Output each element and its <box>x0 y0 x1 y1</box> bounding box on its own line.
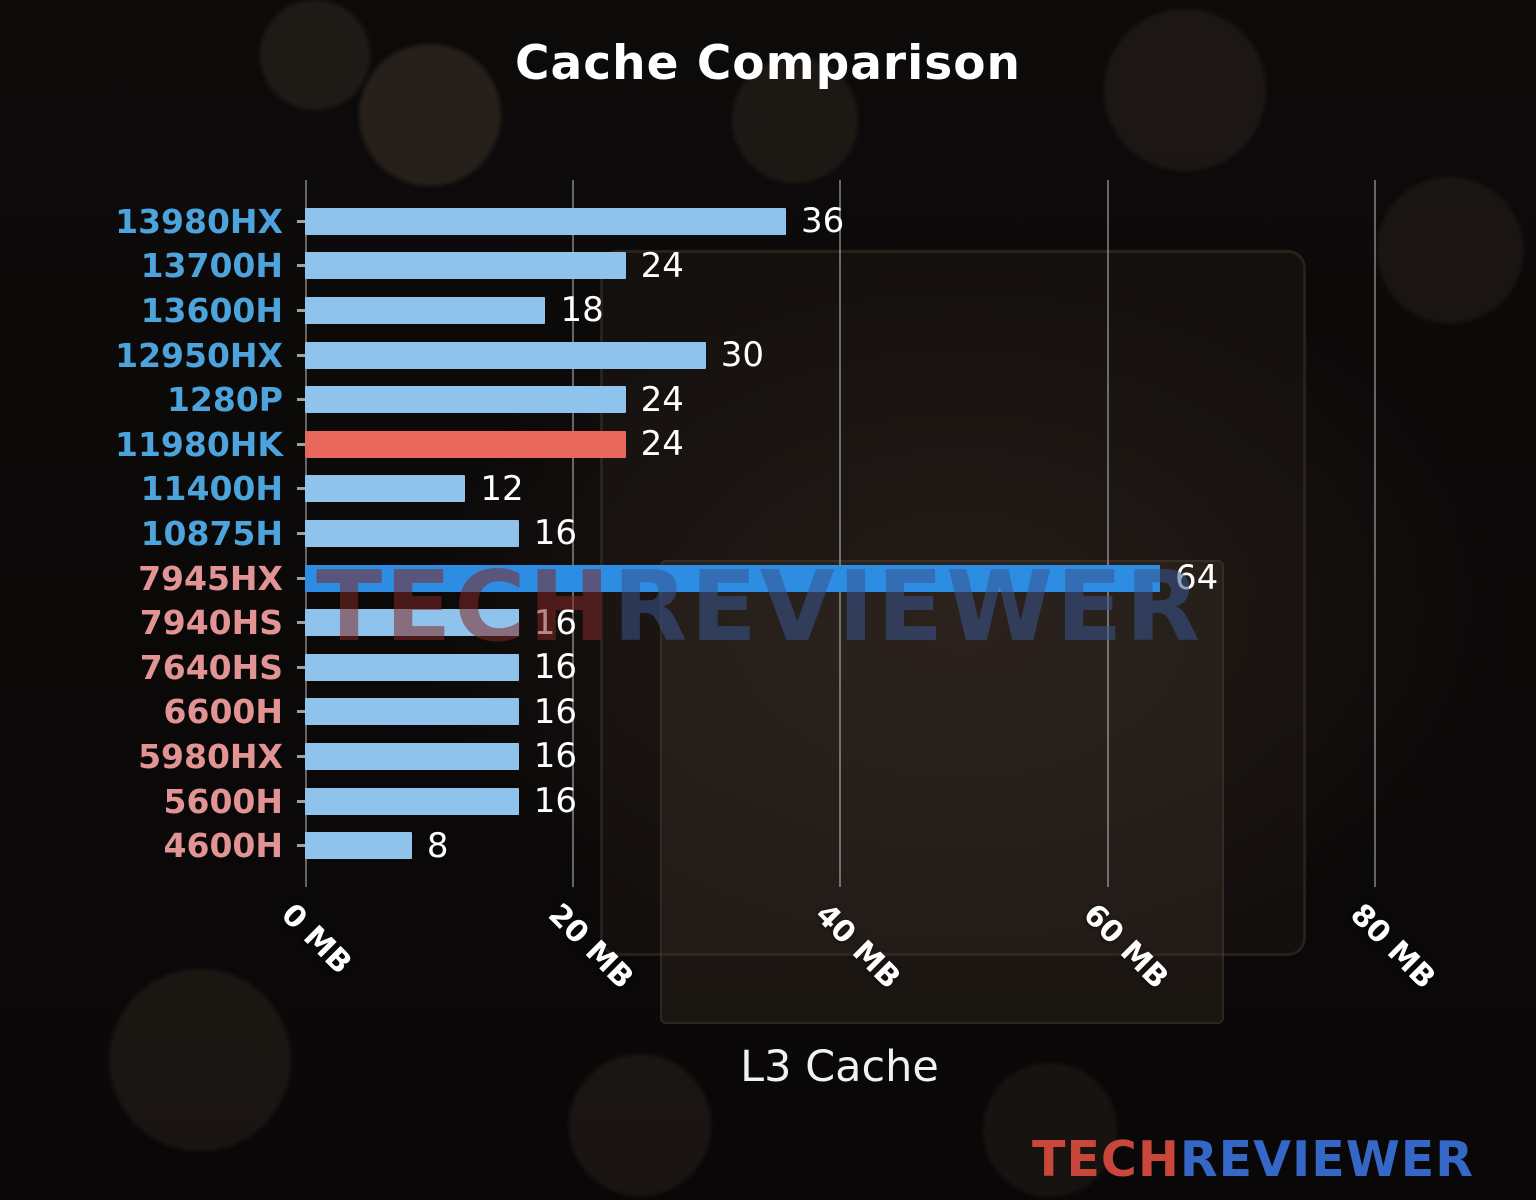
value-label: 30 <box>720 335 765 376</box>
bar <box>305 698 519 726</box>
bar-row: 13980HX 36 <box>0 199 1536 244</box>
category-label: 5980HX <box>138 736 283 776</box>
bar <box>305 653 519 681</box>
bar <box>305 430 626 458</box>
y-tick-mark <box>297 308 305 312</box>
gridline <box>572 180 575 887</box>
x-tick-label: 20 MB <box>541 897 641 996</box>
brand-logo-reviewer: REVIEWER <box>1179 1131 1474 1188</box>
gridline <box>1373 180 1376 887</box>
category-label: 11400H <box>140 469 283 509</box>
bar-row: 12950HX 30 <box>0 333 1536 378</box>
gridline <box>1106 180 1109 887</box>
bar-row: 7945HX 64 <box>0 556 1536 601</box>
y-tick-mark <box>297 219 305 223</box>
y-tick-mark <box>297 442 305 446</box>
y-tick-mark <box>297 754 305 758</box>
value-label: 16 <box>533 602 578 643</box>
bar <box>305 564 1161 592</box>
category-label: 4600H <box>163 826 283 866</box>
bar-row: 7940HS 16 <box>0 600 1536 645</box>
value-label: 12 <box>480 468 524 509</box>
category-label: 10875H <box>140 513 283 553</box>
category-label: 6600H <box>163 692 283 732</box>
value-label: 8 <box>426 825 449 866</box>
bar <box>305 252 626 280</box>
value-label: 16 <box>533 781 578 822</box>
brand-logo-tech: TECH <box>1032 1131 1180 1188</box>
bar <box>305 341 706 369</box>
y-tick-mark <box>297 576 305 580</box>
y-tick-mark <box>297 264 305 268</box>
cpu-socket-shape <box>600 250 1306 956</box>
category-label: 7945HX <box>138 558 283 598</box>
y-tick-mark <box>297 799 305 803</box>
bar <box>305 386 626 414</box>
category-label: 13700H <box>140 246 283 286</box>
value-label: 16 <box>533 736 578 777</box>
category-label: 5600H <box>163 781 283 821</box>
bar <box>305 475 466 503</box>
bar-row: 4600H 8 <box>0 823 1536 868</box>
value-label: 18 <box>560 290 604 331</box>
y-tick-mark <box>297 844 305 848</box>
category-label: 7940HS <box>139 603 283 643</box>
bar-row: 11980HK 24 <box>0 422 1536 467</box>
bar-row: 5980HX 16 <box>0 734 1536 779</box>
y-tick-mark <box>297 353 305 357</box>
bar-row: 11400H 12 <box>0 467 1536 512</box>
bar-row: 5600H 16 <box>0 779 1536 824</box>
cpu-chip-shape <box>660 560 1224 1024</box>
y-tick-mark <box>297 487 305 491</box>
value-label: 24 <box>640 379 684 420</box>
y-tick-mark <box>297 398 305 402</box>
category-label: 13980HX <box>115 201 283 241</box>
category-label: 12950HX <box>115 335 283 375</box>
category-label: 11980HK <box>115 424 283 464</box>
brand-logo: TECHREVIEWER <box>1032 1131 1474 1188</box>
gridline <box>839 180 842 887</box>
value-label: 16 <box>533 691 578 732</box>
bar-row: 1280P 24 <box>0 377 1536 422</box>
value-label: 16 <box>533 647 578 688</box>
bar-row: 7640HS 16 <box>0 645 1536 690</box>
y-tick-mark <box>297 665 305 669</box>
value-label: 36 <box>800 201 845 242</box>
bar-row: 10875H 16 <box>0 511 1536 556</box>
x-tick-label: 40 MB <box>808 897 908 996</box>
y-tick-mark <box>297 531 305 535</box>
y-tick-mark <box>297 621 305 625</box>
value-label: 24 <box>640 424 684 465</box>
y-tick-mark <box>297 710 305 714</box>
category-label: 13600H <box>140 290 283 330</box>
bar <box>305 787 519 815</box>
bars-layer: 13980HX 36 13700H 24 13600H 18 12950HX 30 1280P 2… <box>0 199 1536 868</box>
value-label: 64 <box>1175 558 1219 599</box>
bar <box>305 832 412 860</box>
x-tick-label: 0 MB <box>274 897 359 982</box>
value-label: 16 <box>533 513 578 554</box>
bar <box>305 519 519 547</box>
value-label: 24 <box>640 245 684 286</box>
x-axis-label: L3 Cache <box>740 1042 939 1092</box>
chart-title: Cache Comparison <box>515 36 1021 91</box>
category-label: 1280P <box>166 380 283 420</box>
bar <box>305 296 546 324</box>
bar <box>305 207 786 235</box>
bar <box>305 742 519 770</box>
bar-row: 6600H 16 <box>0 690 1536 735</box>
category-label: 7640HS <box>139 647 283 687</box>
x-tick-label: 60 MB <box>1075 897 1175 996</box>
bar <box>305 609 519 637</box>
x-tick-label: 80 MB <box>1343 897 1442 996</box>
bar-row: 13700H 24 <box>0 244 1536 289</box>
bar-row: 13600H 18 <box>0 288 1536 333</box>
